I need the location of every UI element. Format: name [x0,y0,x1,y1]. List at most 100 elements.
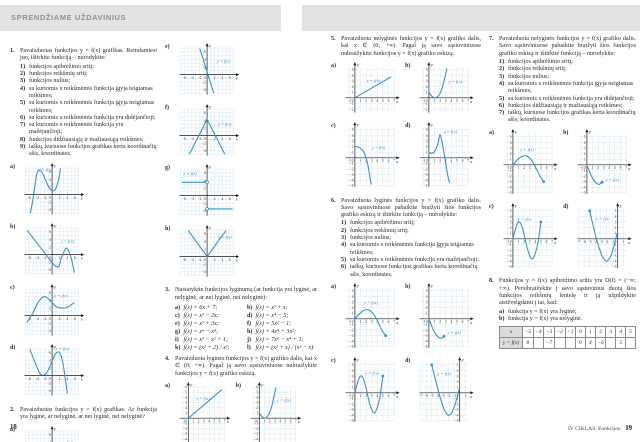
formula-letter: e) [175,321,180,327]
formula-item: d) f(x) = x⁴ − 5; [247,312,317,320]
svg-text:x: x [395,99,398,104]
svg-text:y = f(x): y = f(x) [448,79,463,84]
svg-text:1: 1 [185,411,187,415]
svg-text:1: 1 [352,150,354,154]
svg-text:y: y [53,223,57,228]
formula-letter: i) [175,337,179,343]
formula-item: f) f(x) = 5x² − 1; [247,320,317,328]
item-text: su kuriomis x reikšmėmis funkcija įgyja … [29,85,153,99]
table-cell: 5 [615,337,627,350]
svg-text:1: 1 [352,385,354,389]
svg-text:−2: −2 [582,174,586,178]
exercise-item: 6) taškų, kuriuose funkcijos grafikas ker… [341,264,481,279]
svg-text:y: y [260,382,264,387]
exercise-1: 1. Pavaizduotas funkcijos y = f(x) grafi… [10,48,157,159]
svg-text:3: 3 [352,139,354,143]
svg-text:5: 5 [584,135,586,139]
table-cell: 1 [584,326,596,339]
svg-text:−5: −5 [424,345,428,349]
mini-graph: g) x y −6 −4 −2 2 4 6 −4 −2 2 4 6 0 y = f(x) [165,164,240,223]
item-number: 1) [499,58,505,65]
graph-letter: a) [10,426,15,433]
svg-text:2: 2 [615,226,617,230]
exercise-item-list: 1) funkcijos apibrėžimo sritį; 2) funkcijos… [341,220,481,279]
svg-text:2: 2 [352,145,354,149]
svg-text:4: 4 [221,258,223,262]
mini-graph: b) x y −1 1 2 3 4 5 6 7 −5 −4 −3 −2 −1 1 2 3 4 5 0 y = f(x) [405,283,474,355]
svg-text:4: 4 [204,179,206,183]
formula-letter: a) [175,305,181,311]
svg-text:−2: −2 [455,402,459,406]
svg-text:0: 0 [352,320,354,324]
item-number: 6) [341,264,347,271]
table-cell: −6 [594,337,607,350]
svg-text:−3: −3 [424,173,428,177]
svg-text:0: 0 [426,99,428,103]
svg-text:x: x [235,197,238,202]
svg-text:0: 0 [204,136,206,140]
svg-text:4: 4 [256,396,258,400]
exercise-item: 4) su kuriomis x reikšmėmis funkcija įgyj… [341,242,481,257]
svg-text:−1: −1 [421,99,425,103]
svg-text:6: 6 [74,317,76,321]
svg-text:2: 2 [510,152,512,156]
svg-text:y: y [514,129,518,134]
exercise-item-list: a) funkcija y = f(x) yra lyginė; b) funkcij… [499,309,636,324]
svg-text:−1: −1 [452,394,456,398]
svg-text:−1: −1 [254,422,258,426]
svg-text:6: 6 [388,159,390,163]
svg-text:−4: −4 [424,340,428,344]
formula-expression: f(x) = (x² + 2) / x²; [183,345,230,351]
svg-text:0: 0 [352,159,354,163]
svg-text:6: 6 [49,230,51,234]
svg-text:−4: −4 [35,317,39,321]
svg-text:−1: −1 [421,320,425,324]
svg-text:6: 6 [74,377,76,381]
svg-text:y: y [53,426,57,431]
svg-text:−1: −1 [347,99,351,103]
svg-text:−4: −4 [47,268,51,272]
svg-text:5: 5 [426,128,428,132]
svg-text:2: 2 [256,406,258,410]
svg-text:−4: −4 [350,340,354,344]
item-text: funkcijos didžiausiąją ir mažiausiąją re… [29,136,144,143]
svg-text:4: 4 [204,58,206,62]
graph-letter: d) [10,345,16,352]
item-text: funkcijos reikšmių sritį; [508,66,567,73]
svg-text:y: y [588,129,592,134]
formula-letter: b) [247,305,253,311]
svg-text:y: y [356,283,360,288]
svg-text:3: 3 [371,394,373,398]
svg-text:6: 6 [229,136,231,140]
svg-text:5: 5 [382,99,384,103]
svg-text:−4: −4 [190,76,194,80]
svg-text:2: 2 [204,65,206,69]
formula-expression: f(x) = x⁶ − x⁵; [183,329,219,335]
svg-text:x: x [226,419,229,424]
svg-text:1: 1 [426,150,428,154]
svg-text:2: 2 [426,85,428,89]
svg-text:−5: −5 [613,265,617,269]
table-cell: 3 [605,326,617,339]
graph-letter: h) [165,225,171,232]
svg-text:4: 4 [426,134,428,138]
svg-text:5: 5 [382,320,384,324]
svg-text:4: 4 [352,295,354,299]
item-text: su kuriomis x reikšmėmis funkcija įgyja … [508,80,634,95]
mini-graph: d) x y −1 1 2 3 4 5 6 7 −5 −4 −3 −2 −1 1 2 3 4 5 0 y = f(x) [405,122,474,194]
svg-text:−5: −5 [424,184,428,188]
table-cell: −1 [564,326,577,339]
svg-text:−4: −4 [202,270,206,274]
svg-text:2: 2 [49,246,51,250]
item-number: 1) [20,63,26,70]
svg-text:−1: −1 [505,166,509,170]
item-number: 3) [20,78,26,85]
item-text: funkcijos nulius; [350,235,392,242]
formula-expression: f(x) = x³ − x² + 1; [183,337,228,343]
svg-text:x: x [469,159,472,164]
svg-text:1: 1 [256,411,258,415]
svg-text:−3: −3 [508,254,512,258]
function-graph: x y −6 −4 −2 2 4 6 −4 −2 2 4 6 0 y = f(x) [179,164,240,216]
